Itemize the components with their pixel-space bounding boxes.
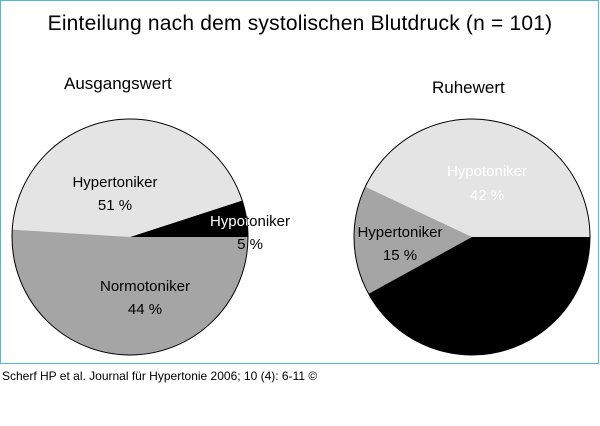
slice-label-normotoniker: Normotoniker <box>100 278 190 295</box>
pie-title-ausgangswert: Ausgangswert <box>64 74 172 93</box>
chart-main-title: Einteilung nach dem systolischen Blutdru… <box>47 12 553 35</box>
slice-value-hypotoniker: 42 % <box>470 187 504 204</box>
pie-slice-hypertoniker <box>11 229 248 355</box>
pie-ausgangswert: Hypotoniker 5 % Normotoniker 44 % Hypertonik… <box>11 118 290 356</box>
pie-slice-normotoniker <box>365 119 590 237</box>
pie-outline <box>353 118 591 356</box>
slice-label-hypotoniker: Hypotoniker <box>447 163 527 180</box>
pie-ruhewert: Normotoniker 43 % Hypertoniker 15 % Hypotoni… <box>353 118 591 356</box>
pie-slice-hypotoniker <box>130 200 248 237</box>
pie-slice-hypotoniker <box>368 237 590 355</box>
pie-slice-hypertoniker <box>354 186 472 294</box>
citation: Scherf HP et al. Journal für Hypertonie … <box>2 369 318 383</box>
slice-label-hypertoniker: Hypertoniker <box>72 174 157 191</box>
slice-value-hypertoniker: 15 % <box>383 247 417 264</box>
pie-charts: Hypotoniker 5 % Normotoniker 44 % Hypertonik… <box>11 118 591 356</box>
slice-value-normotoniker: 44 % <box>128 301 162 318</box>
pie-outline <box>11 118 249 356</box>
slice-value-hypotoniker: 5 % <box>237 236 263 253</box>
pie-slice-normotoniker <box>12 119 243 237</box>
pie-title-ruhewert: Ruhewert <box>432 78 505 97</box>
slice-label-hypertoniker: Hypertoniker <box>357 224 442 241</box>
slice-value-hypotoniker-overlay: 5 % <box>237 236 263 253</box>
slice-value-normotoniker: 43 % <box>474 299 508 316</box>
slice-label-hypotoniker-overlay: Hypotoniker <box>210 213 290 230</box>
slice-value-hypertoniker: 51 % <box>98 197 132 214</box>
slice-label-normotoniker: Normotoniker <box>446 276 536 293</box>
slice-label-hypotoniker: Hypotoniker <box>210 213 290 230</box>
